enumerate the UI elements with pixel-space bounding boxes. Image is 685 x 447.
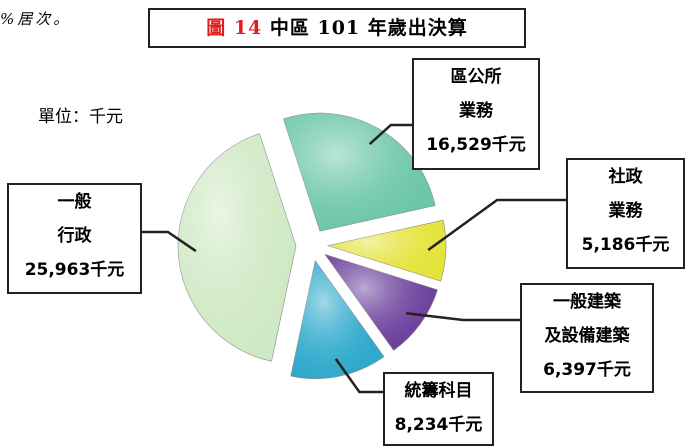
value-label: 25,963千元 — [24, 260, 125, 280]
label-box: 一般 行政 25,963千元 — [7, 183, 142, 294]
chart-title: 圖 14 中區 101 年歲出決算 — [148, 8, 526, 48]
slice-shine — [178, 133, 297, 362]
value-label: 6,397千元 — [543, 360, 631, 380]
slice-shine — [327, 220, 446, 282]
leader-line — [140, 230, 197, 253]
slice-shine — [283, 113, 436, 232]
leader-line — [427, 198, 566, 252]
label-box: 統籌科目 8,234千元 — [383, 372, 494, 446]
category-label: 一般 行政 — [57, 192, 92, 246]
label-box: 區公所 業務 16,529千元 — [412, 58, 540, 170]
note: %居次。 — [0, 10, 72, 28]
value-label: 5,186千元 — [581, 235, 670, 255]
value-label: 8,234千元 — [394, 415, 483, 435]
leader-line — [334, 358, 383, 394]
slice-shine — [324, 254, 438, 351]
category-label: 區公所 業務 — [450, 67, 502, 121]
label-box: 社政 業務 5,186千元 — [566, 158, 685, 269]
leader-line — [406, 312, 520, 322]
unit-label: 單位：千元 — [38, 107, 123, 127]
value-label: 16,529千元 — [426, 135, 526, 155]
slice-shine — [290, 260, 384, 379]
category-label: 統籌科目 — [404, 381, 473, 401]
category-label: 一般建築 及設備建築 — [544, 292, 630, 346]
category-label: 社政 業務 — [608, 167, 643, 221]
leader-line — [368, 123, 412, 145]
label-box: 一般建築 及設備建築 6,397千元 — [520, 283, 654, 393]
